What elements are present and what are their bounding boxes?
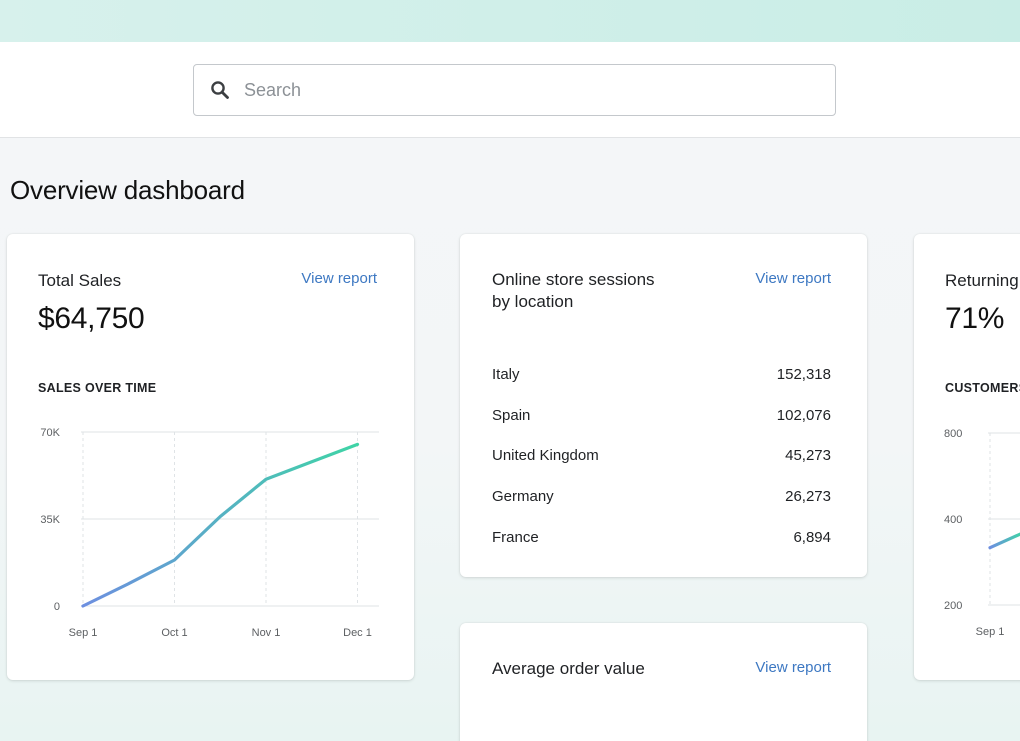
sessions-view-report-link[interactable]: View report (755, 270, 831, 287)
list-item: Italy 152,318 (492, 366, 831, 388)
top-header (0, 42, 1020, 138)
x-tick-label: Dec 1 (343, 627, 372, 639)
y-tick-label: 35K (40, 514, 60, 526)
location-value: 6,894 (793, 529, 831, 546)
total-sales-view-report-link[interactable]: View report (301, 270, 377, 287)
search-bar[interactable] (193, 64, 836, 116)
sessions-by-location-card: Online store sessions by location View r… (460, 234, 867, 577)
location-name: Germany (492, 488, 554, 505)
series-line (81, 442, 360, 608)
location-name: Italy (492, 366, 520, 383)
average-order-view-report-link[interactable]: View report (755, 659, 831, 676)
x-tick-label: Sep 1 (976, 626, 1005, 638)
list-item: Germany 26,273 (492, 488, 831, 510)
customers-chart: 200 400 800 Sep 1 (944, 428, 1020, 638)
list-item: United Kingdom 45,273 (492, 447, 831, 469)
location-name: France (492, 529, 539, 546)
returning-customers-card: Returning 71% CUSTOMERS 200 400 800 Sep 1 (914, 234, 1020, 680)
location-value: 45,273 (785, 447, 831, 464)
x-tick-label: Sep 1 (69, 627, 98, 639)
location-value: 152,318 (776, 366, 831, 383)
x-tick-label: Nov 1 (252, 627, 281, 639)
sessions-title-line2: by location (492, 292, 574, 311)
location-value: 102,076 (776, 407, 831, 424)
top-banner (0, 0, 1020, 42)
location-name: Spain (492, 407, 531, 424)
search-icon (211, 81, 229, 99)
location-name: United Kingdom (492, 447, 599, 464)
returning-title: Returning (945, 271, 1019, 290)
x-tick-label: Oct 1 (161, 627, 187, 639)
y-tick-label: 200 (944, 600, 962, 612)
y-tick-label: 70K (40, 427, 60, 439)
total-sales-card: Total Sales View report $64,750 SALES OV… (7, 234, 414, 680)
sessions-title-line1: Online store sessions (492, 270, 655, 289)
series-line (988, 532, 1020, 550)
list-item: France 6,894 (492, 529, 831, 551)
page-title: Overview dashboard (10, 175, 245, 205)
customers-chart-label: CUSTOMERS (945, 381, 1020, 395)
sessions-title: Online store sessions by location (492, 269, 655, 313)
total-sales-title: Total Sales (38, 271, 122, 290)
average-order-title: Average order value (492, 659, 645, 678)
average-order-value-card: Average order value View report (460, 623, 867, 741)
search-input[interactable] (244, 79, 804, 101)
y-tick-label: 0 (54, 601, 60, 613)
y-tick-label: 800 (944, 428, 962, 440)
sales-over-time-chart: 0 35K 70K Sep 1 Oct 1 Nov 1 Dec 1 (40, 427, 379, 639)
total-sales-value: $64,750 (38, 302, 145, 335)
sales-over-time-label: SALES OVER TIME (38, 381, 157, 395)
y-tick-label: 400 (944, 514, 962, 526)
location-value: 26,273 (785, 488, 831, 505)
list-item: Spain 102,076 (492, 407, 831, 429)
returning-value: 71% (945, 302, 1005, 335)
